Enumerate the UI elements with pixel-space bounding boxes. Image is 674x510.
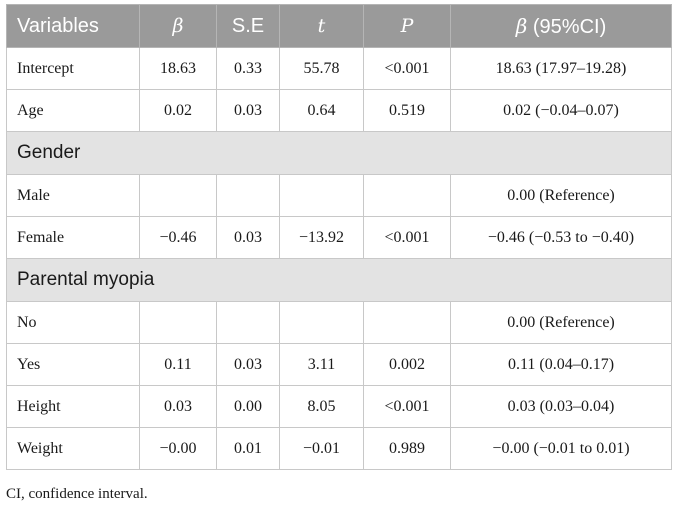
header-ci-symbol: β — [515, 13, 528, 38]
p-cell: <0.001 — [363, 47, 451, 90]
section-heading: Gender — [6, 131, 672, 175]
ci-cell: 0.11 (0.04–0.17) — [450, 343, 672, 386]
beta-cell: −0.00 — [139, 427, 217, 470]
header-ci: β (95%CI) — [450, 4, 672, 48]
beta-cell: −0.46 — [139, 216, 217, 259]
section-heading: Parental myopia — [6, 258, 672, 302]
row-label-cell: Weight — [6, 427, 140, 470]
beta-cell: 18.63 — [139, 47, 217, 90]
table-footnote: CI, confidence interval. — [6, 486, 148, 502]
p-cell — [363, 301, 451, 344]
ci-cell: 0.02 (−0.04–0.07) — [450, 89, 672, 132]
header-variables: Variables — [6, 4, 140, 48]
t-cell: 0.64 — [279, 89, 364, 132]
header-p: P — [363, 4, 451, 48]
ci-cell: 0.00 (Reference) — [450, 174, 672, 217]
table-row: Intercept 18.63 0.33 55.78 <0.001 18.63 (17.9… — [6, 47, 672, 90]
se-cell: 0.03 — [216, 89, 280, 132]
ci-cell: 0.00 (Reference) — [450, 301, 672, 344]
ci-cell: 18.63 (17.97–19.28) — [450, 47, 672, 90]
beta-cell: 0.11 — [139, 343, 217, 386]
p-cell: 0.989 — [363, 427, 451, 470]
se-cell: 0.01 — [216, 427, 280, 470]
header-t: t — [279, 4, 364, 48]
section-row: Gender — [6, 131, 672, 175]
t-cell: 55.78 — [279, 47, 364, 90]
table-body: Intercept 18.63 0.33 55.78 <0.001 18.63 (17.9… — [6, 47, 672, 470]
table-row: No 0.00 (Reference) — [6, 301, 672, 344]
table-row: Male 0.00 (Reference) — [6, 174, 672, 217]
row-label-cell: No — [6, 301, 140, 344]
ci-cell: −0.46 (−0.53 to −0.40) — [450, 216, 672, 259]
row-label-cell: Height — [6, 385, 140, 428]
t-cell — [279, 174, 364, 217]
beta-cell: 0.02 — [139, 89, 217, 132]
row-label-cell: Yes — [6, 343, 140, 386]
t-cell: −0.01 — [279, 427, 364, 470]
header-beta: β — [139, 4, 217, 48]
se-cell: 0.00 — [216, 385, 280, 428]
p-cell: 0.002 — [363, 343, 451, 386]
t-cell: 3.11 — [279, 343, 364, 386]
ci-cell: 0.03 (0.03–0.04) — [450, 385, 672, 428]
p-cell: <0.001 — [363, 385, 451, 428]
header-se: S.E — [216, 4, 280, 48]
p-cell: <0.001 — [363, 216, 451, 259]
t-cell: 8.05 — [279, 385, 364, 428]
table-row: Height 0.03 0.00 8.05 <0.001 0.03 (0.03–0.04) — [6, 385, 672, 428]
p-cell: 0.519 — [363, 89, 451, 132]
se-cell — [216, 301, 280, 344]
table-row: Age 0.02 0.03 0.64 0.519 0.02 (−0.04–0.07) — [6, 89, 672, 132]
row-label-cell: Female — [6, 216, 140, 259]
regression-table: Variables β S.E t P β (95%CI) Intercept 1… — [6, 4, 672, 470]
table-row: Weight −0.00 0.01 −0.01 0.989 −0.00 (−0.01 to… — [6, 427, 672, 470]
p-cell — [363, 174, 451, 217]
row-label-cell: Age — [6, 89, 140, 132]
t-cell — [279, 301, 364, 344]
section-row: Parental myopia — [6, 258, 672, 302]
row-label-cell: Male — [6, 174, 140, 217]
table-row: Female −0.46 0.03 −13.92 <0.001 −0.46 (−0.53 … — [6, 216, 672, 259]
table-row: Yes 0.11 0.03 3.11 0.002 0.11 (0.04–0.17) — [6, 343, 672, 386]
row-label-cell: Intercept — [6, 47, 140, 90]
t-cell: −13.92 — [279, 216, 364, 259]
se-cell — [216, 174, 280, 217]
se-cell: 0.33 — [216, 47, 280, 90]
beta-cell — [139, 301, 217, 344]
se-cell: 0.03 — [216, 216, 280, 259]
header-row: Variables β S.E t P β (95%CI) — [6, 4, 672, 48]
beta-cell: 0.03 — [139, 385, 217, 428]
se-cell: 0.03 — [216, 343, 280, 386]
beta-cell — [139, 174, 217, 217]
header-ci-text: (95%CI) — [527, 15, 607, 38]
ci-cell: −0.00 (−0.01 to 0.01) — [450, 427, 672, 470]
